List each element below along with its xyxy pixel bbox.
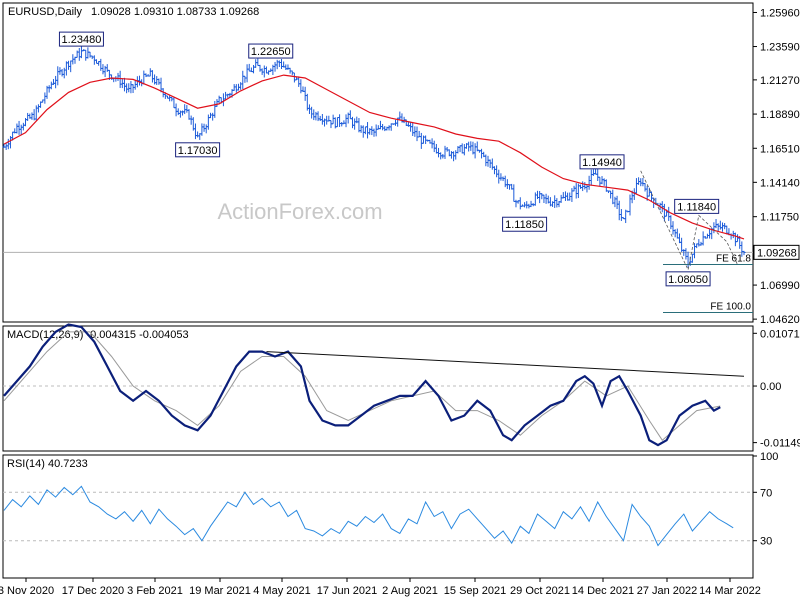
macd-line [3, 323, 721, 447]
x-tick-label: 3 Nov 2020 [0, 585, 54, 597]
current-price-line: 1.09268 [3, 244, 800, 260]
time-x-axis: 3 Nov 2020 17 Dec 2020 3 Feb 2021 19 Mar 20… [0, 578, 761, 597]
macd-tick-label: 0.00 [760, 381, 781, 393]
rsi-y-axis: 100 70 30 [3, 451, 778, 548]
macd-lines [3, 323, 745, 447]
fib-levels: FE 61.8 FE 100.0 [640, 170, 753, 314]
macd-tick-label: -0.011499 [760, 438, 800, 450]
price-annotation-box [665, 271, 711, 287]
price-tick-label: 1.18890 [760, 109, 800, 121]
x-tick-label: 14 Mar 2022 [699, 585, 761, 597]
symbol-label: EURUSD,Daily [8, 6, 82, 18]
macd-title: MACD(12,26,9) -0.004315 -0.004053 [7, 329, 189, 341]
fib-label: FE 100.0 [710, 302, 751, 313]
price-tick-label: 1.06990 [760, 280, 800, 292]
macd-trendline [266, 351, 745, 377]
rsi-tick-label: 70 [760, 487, 772, 499]
price-annotation-box [248, 43, 294, 59]
x-tick-label: 17 Dec 2020 [62, 585, 124, 597]
price-annotation-box [175, 142, 221, 158]
macd-signal-line [3, 331, 721, 441]
rsi-tick-label: 30 [760, 536, 772, 548]
x-tick-label: 15 Sep 2021 [444, 585, 506, 597]
rsi-tick-label: 100 [760, 451, 778, 463]
price-annotation-label: 1.14940 [582, 157, 622, 169]
ohlc-label: 1.09028 1.09310 1.08733 1.09268 [91, 6, 259, 18]
price-annotation-label: 1.17030 [178, 145, 218, 157]
price-tick-label: 1.21270 [760, 75, 800, 87]
ma-line [3, 74, 745, 240]
fib-label: FE 61.8 [716, 254, 751, 265]
current-price-label: 1.09268 [757, 247, 797, 259]
price-annotation-label: 1.08050 [668, 274, 708, 286]
price-annotations: 1.23480 1.17030 1.22650 1.11850 1.14940 1.118… [58, 31, 720, 287]
price-bars [2, 45, 746, 268]
price-tick-label: 1.23590 [760, 42, 800, 54]
moving-average-line [3, 74, 745, 240]
price-annotation-label: 1.22650 [251, 46, 291, 58]
price-tick-label: 1.25960 [760, 7, 800, 19]
price-annotation-label: 1.11840 [677, 201, 716, 213]
rsi-line [3, 485, 734, 547]
macd-tick-label: 0.010719 [760, 328, 800, 340]
price-tick-label: 1.11750 [760, 212, 799, 224]
price-annotation-box [674, 198, 720, 214]
price-panel [2, 2, 754, 323]
x-tick-label: 19 Mar 2021 [189, 585, 251, 597]
x-tick-label: 14 Dec 2021 [572, 585, 634, 597]
x-tick-label: 2 Aug 2021 [382, 585, 438, 597]
rsi-lines [3, 485, 734, 547]
x-tick-label: 27 Jan 2022 [637, 585, 698, 597]
x-tick-label: 29 Oct 2021 [510, 585, 570, 597]
price-tick-label: 1.04620 [760, 314, 800, 326]
fib-projection-path [640, 170, 738, 272]
price-header: EURUSD,Daily 1.09028 1.09310 1.08733 1.0… [8, 6, 259, 18]
x-tick-label: 4 May 2021 [253, 585, 310, 597]
watermark: ActionForex.com [217, 199, 382, 224]
price-tick-label: 1.14140 [760, 177, 800, 189]
rsi-panel [2, 454, 754, 579]
price-annotation-box [502, 216, 548, 232]
price-annotation-box [58, 31, 104, 47]
x-tick-label: 3 Feb 2021 [127, 585, 183, 597]
macd-panel [2, 325, 754, 452]
current-price-box [753, 244, 800, 260]
x-tick-label: 17 Jun 2021 [317, 585, 378, 597]
rsi-title: RSI(14) 40.7233 [7, 458, 88, 470]
price-y-axis: 1.25960 1.23590 1.21270 1.18890 1.16510 1.141… [753, 7, 800, 326]
price-annotation-label: 1.23480 [62, 34, 102, 46]
price-tick-label: 1.16510 [760, 143, 800, 155]
price-annotation-label: 1.11850 [505, 219, 544, 231]
price-annotation-box [579, 154, 625, 170]
